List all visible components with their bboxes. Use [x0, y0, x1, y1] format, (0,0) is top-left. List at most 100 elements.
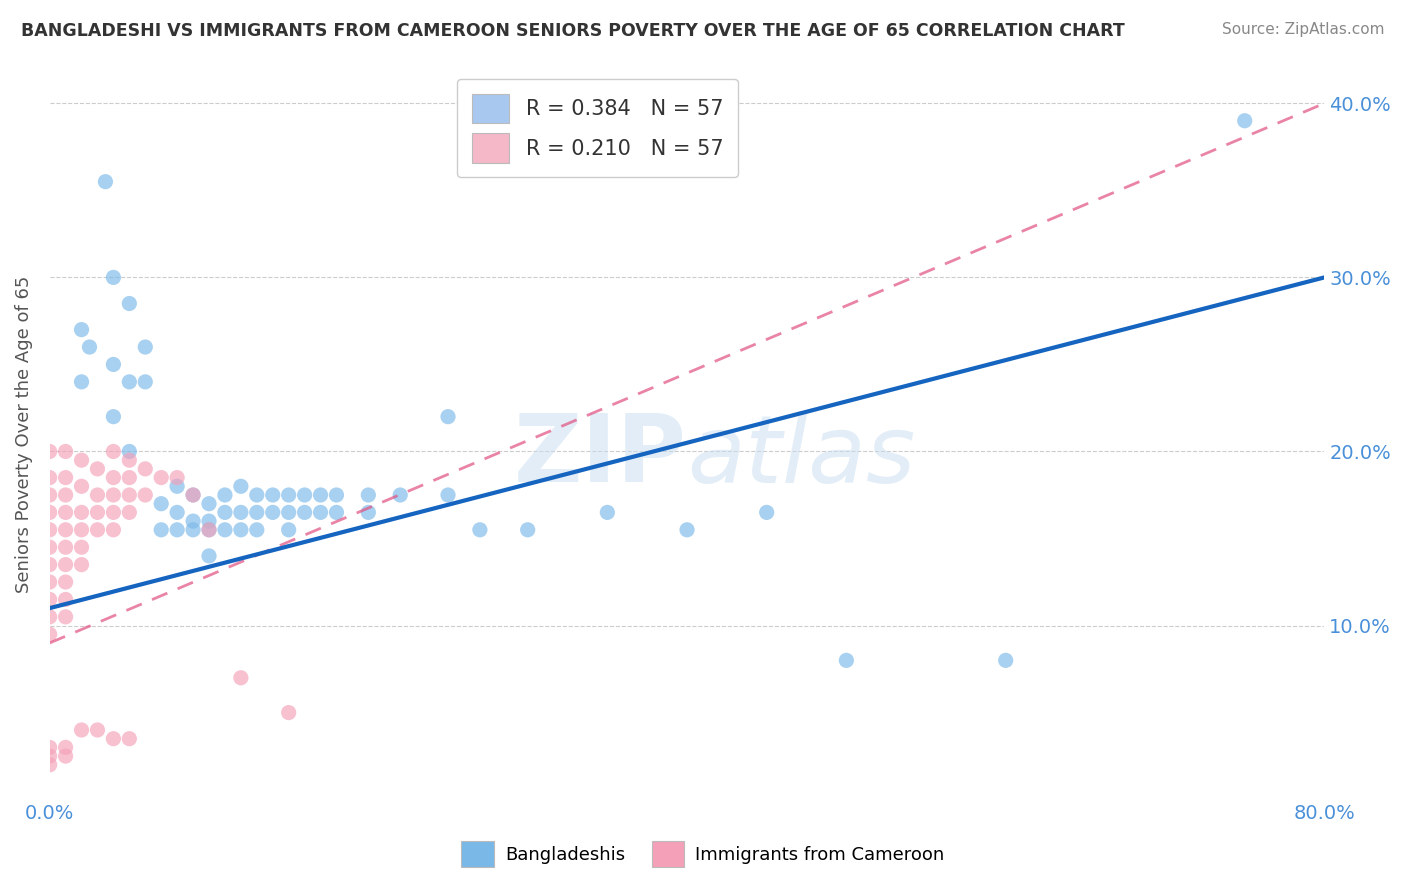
Point: [229, 671, 252, 685]
Point: [166, 505, 188, 519]
Point: [103, 470, 125, 484]
Point: [103, 358, 125, 372]
Point: [38, 757, 60, 772]
Point: [70, 523, 93, 537]
Point: [70, 375, 93, 389]
Point: [86, 505, 108, 519]
Point: [55, 505, 77, 519]
Point: [38, 470, 60, 484]
Point: [994, 653, 1017, 667]
Point: [181, 488, 204, 502]
Point: [38, 627, 60, 641]
Legend: R = 0.384   N = 57, R = 0.210   N = 57: R = 0.384 N = 57, R = 0.210 N = 57: [457, 78, 738, 178]
Y-axis label: Seniors Poverty Over the Age of 65: Seniors Poverty Over the Age of 65: [15, 276, 32, 593]
Point: [134, 340, 156, 354]
Point: [70, 505, 93, 519]
Point: [38, 488, 60, 502]
Point: [55, 523, 77, 537]
Point: [38, 540, 60, 554]
Point: [134, 462, 156, 476]
Point: [55, 558, 77, 572]
Point: [55, 574, 77, 589]
Point: [246, 523, 269, 537]
Point: [596, 505, 619, 519]
Point: [835, 653, 858, 667]
Point: [277, 488, 299, 502]
Point: [118, 453, 141, 467]
Point: [516, 523, 538, 537]
Point: [118, 470, 141, 484]
Point: [309, 505, 332, 519]
Text: BANGLADESHI VS IMMIGRANTS FROM CAMEROON SENIORS POVERTY OVER THE AGE OF 65 CORRE: BANGLADESHI VS IMMIGRANTS FROM CAMEROON …: [21, 22, 1125, 40]
Point: [676, 523, 699, 537]
Point: [70, 453, 93, 467]
Point: [103, 523, 125, 537]
Point: [309, 488, 332, 502]
Point: [55, 540, 77, 554]
Point: [262, 488, 284, 502]
Point: [118, 731, 141, 746]
Text: atlas: atlas: [688, 410, 915, 501]
Point: [79, 340, 101, 354]
Point: [103, 488, 125, 502]
Point: [229, 479, 252, 493]
Point: [55, 592, 77, 607]
Point: [103, 444, 125, 458]
Text: ZIP: ZIP: [515, 410, 688, 502]
Point: [38, 592, 60, 607]
Point: [55, 610, 77, 624]
Point: [277, 706, 299, 720]
Point: [277, 505, 299, 519]
Point: [55, 749, 77, 764]
Point: [357, 505, 380, 519]
Point: [38, 444, 60, 458]
Point: [118, 375, 141, 389]
Point: [103, 505, 125, 519]
Point: [94, 175, 117, 189]
Point: [70, 479, 93, 493]
Point: [325, 505, 347, 519]
Point: [198, 523, 221, 537]
Point: [38, 740, 60, 755]
Point: [38, 610, 60, 624]
Point: [181, 523, 204, 537]
Point: [134, 375, 156, 389]
Point: [118, 488, 141, 502]
Point: [150, 497, 173, 511]
Point: [103, 270, 125, 285]
Point: [38, 505, 60, 519]
Point: [294, 505, 316, 519]
Point: [229, 505, 252, 519]
Point: [55, 444, 77, 458]
Point: [755, 505, 778, 519]
Point: [214, 523, 236, 537]
Point: [437, 488, 460, 502]
Point: [118, 505, 141, 519]
Point: [198, 549, 221, 563]
Point: [166, 523, 188, 537]
Point: [55, 740, 77, 755]
Point: [198, 497, 221, 511]
Point: [38, 749, 60, 764]
Point: [229, 523, 252, 537]
Point: [70, 558, 93, 572]
Point: [166, 479, 188, 493]
Point: [118, 444, 141, 458]
Point: [214, 505, 236, 519]
Point: [118, 296, 141, 310]
Point: [294, 488, 316, 502]
Point: [86, 488, 108, 502]
Point: [86, 523, 108, 537]
Point: [246, 505, 269, 519]
Point: [198, 514, 221, 528]
Point: [468, 523, 491, 537]
Point: [198, 523, 221, 537]
Point: [38, 574, 60, 589]
Point: [357, 488, 380, 502]
Point: [277, 523, 299, 537]
Point: [166, 470, 188, 484]
Point: [150, 523, 173, 537]
Point: [70, 723, 93, 737]
Point: [38, 558, 60, 572]
Point: [437, 409, 460, 424]
